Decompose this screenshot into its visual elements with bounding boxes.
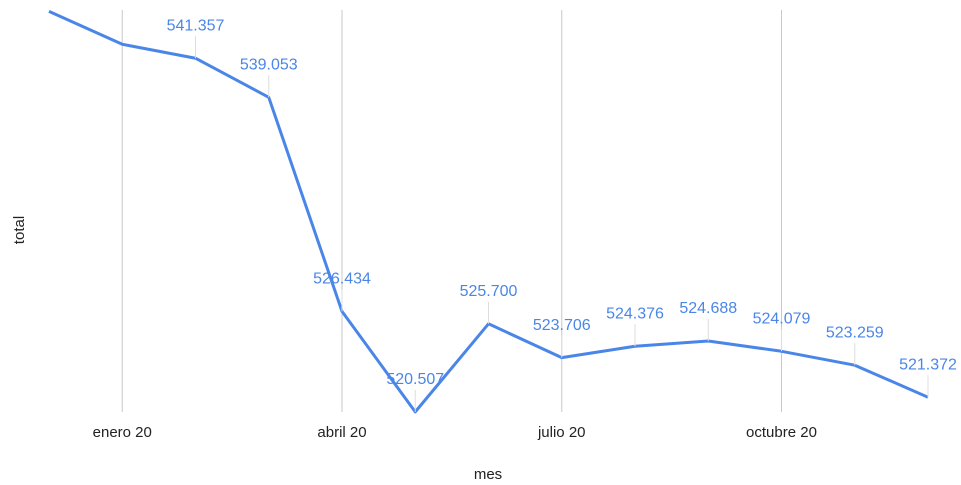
data-label: 523.706 <box>533 317 591 334</box>
data-label: 525.700 <box>460 283 518 300</box>
line <box>48 9 929 414</box>
data-label: 541.357 <box>167 17 225 34</box>
data-label: 524.376 <box>606 305 664 322</box>
x-tick-label: julio 20 <box>537 424 586 441</box>
x-tick-label: abril 20 <box>317 424 366 441</box>
data-label: 539.053 <box>240 57 298 74</box>
data-label: 524.079 <box>753 311 811 328</box>
x-axis-title: mes <box>474 466 502 483</box>
data-label: 521.372 <box>899 356 957 373</box>
data-label: 523.259 <box>826 324 884 341</box>
data-label: 526.434 <box>313 271 371 288</box>
y-axis-title: total <box>11 216 28 244</box>
data-label: 520.507 <box>386 371 444 388</box>
x-tick-label: enero 20 <box>93 424 152 441</box>
x-tick-label: octubre 20 <box>746 424 817 441</box>
data-label: 524.688 <box>679 300 737 317</box>
